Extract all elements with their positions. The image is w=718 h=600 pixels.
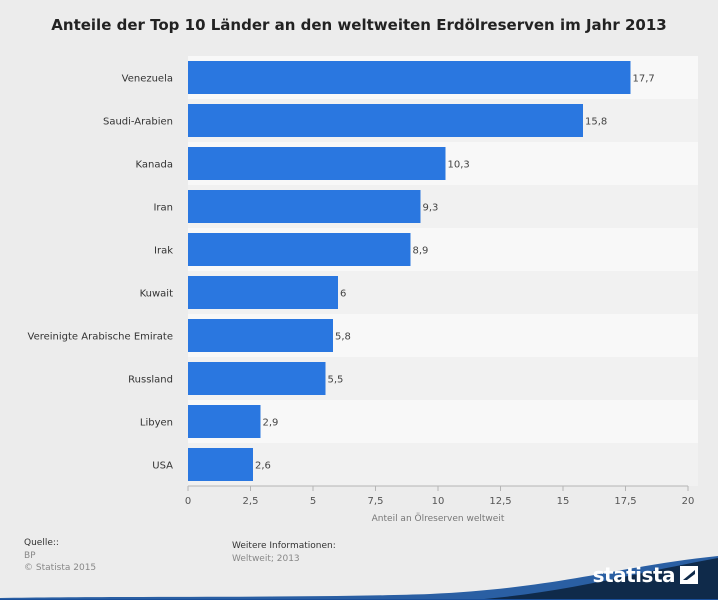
x-tick-label: 5 (310, 496, 316, 507)
bar[interactable] (188, 276, 338, 309)
bar[interactable] (188, 319, 333, 352)
category-label: Russland (128, 375, 173, 386)
source-label: Quelle:: (24, 538, 59, 548)
data-label: 9,3 (423, 203, 439, 214)
statista-logo-icon (680, 566, 698, 584)
data-label: 2,6 (255, 461, 271, 472)
category-label: Saudi-Arabien (103, 117, 173, 128)
category-label: Venezuela (122, 74, 173, 85)
bar[interactable] (188, 405, 261, 438)
bar[interactable] (188, 104, 583, 137)
source-value: BP (24, 551, 36, 561)
bar[interactable] (188, 362, 326, 395)
statista-logo[interactable]: statista (593, 563, 698, 587)
data-label: 10,3 (448, 160, 470, 171)
x-tick-label: 2,5 (243, 496, 259, 507)
category-label: Libyen (140, 418, 173, 429)
copyright-text: © Statista 2015 (24, 563, 97, 573)
info-value: Weltweit; 2013 (232, 554, 300, 564)
x-axis-title: Anteil an Ölreserven weltweit (372, 513, 505, 524)
bar[interactable] (188, 233, 411, 266)
x-tick-label: 0 (185, 496, 191, 507)
x-tick-label: 7,5 (368, 496, 384, 507)
data-label: 17,7 (633, 74, 655, 85)
category-label: Irak (154, 246, 173, 257)
data-label: 8,9 (413, 246, 429, 257)
bar[interactable] (188, 61, 631, 94)
x-tick-label: 20 (682, 496, 695, 507)
data-label: 15,8 (585, 117, 607, 128)
category-label: Vereinigte Arabische Emirate (28, 332, 174, 343)
data-label: 6 (340, 289, 346, 300)
bar[interactable] (188, 190, 421, 223)
data-label: 5,8 (335, 332, 351, 343)
bar-chart: 17,7 15,8 10,3 9,3 8,9 6 5,8 5,5 2,9 2,6 Venezuel… (28, 56, 698, 524)
bar[interactable] (188, 147, 446, 180)
data-label: 2,9 (263, 418, 279, 429)
x-tick-label: 17,5 (614, 496, 636, 507)
category-label: Kanada (136, 160, 173, 171)
category-label: Iran (153, 203, 173, 214)
x-tick-label: 10 (432, 496, 445, 507)
row-stripe (188, 443, 698, 486)
category-label: Kuwait (140, 289, 173, 300)
info-label: Weitere Informationen: (232, 541, 336, 551)
chart-title: Anteile der Top 10 Länder an den weltwei… (51, 16, 667, 34)
data-label: 5,5 (328, 375, 344, 386)
statista-logo-text: statista (592, 563, 676, 587)
x-tick-label: 12,5 (489, 496, 511, 507)
bar[interactable] (188, 448, 253, 481)
x-tick-label: 15 (557, 496, 570, 507)
category-label: USA (152, 461, 173, 472)
